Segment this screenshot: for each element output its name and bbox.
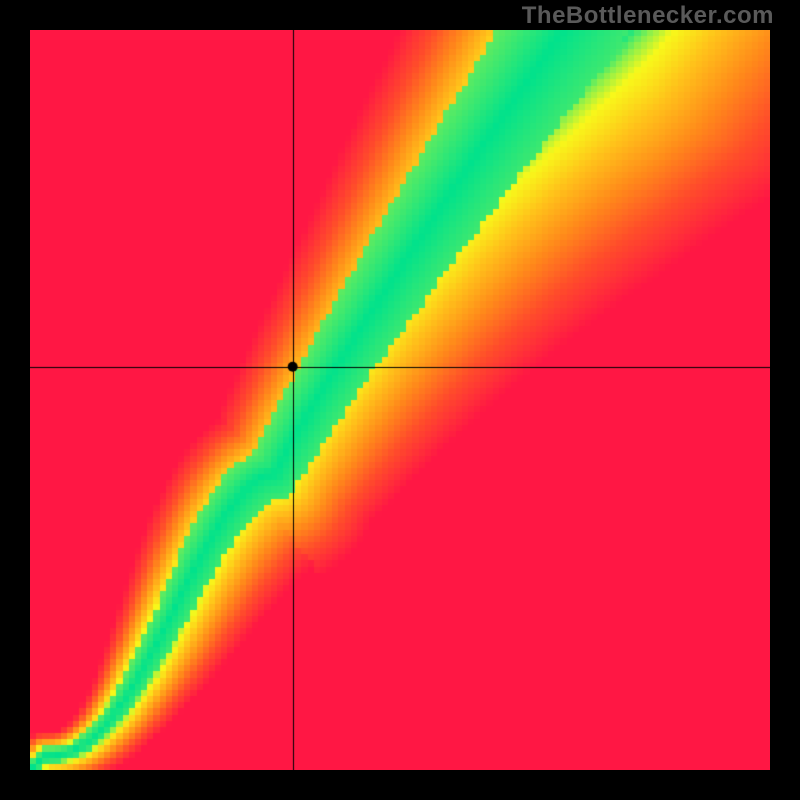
bottleneck-heatmap (30, 30, 770, 770)
watermark-text: TheBottlenecker.com (522, 2, 774, 30)
chart-container: TheBottlenecker.com (0, 0, 800, 800)
